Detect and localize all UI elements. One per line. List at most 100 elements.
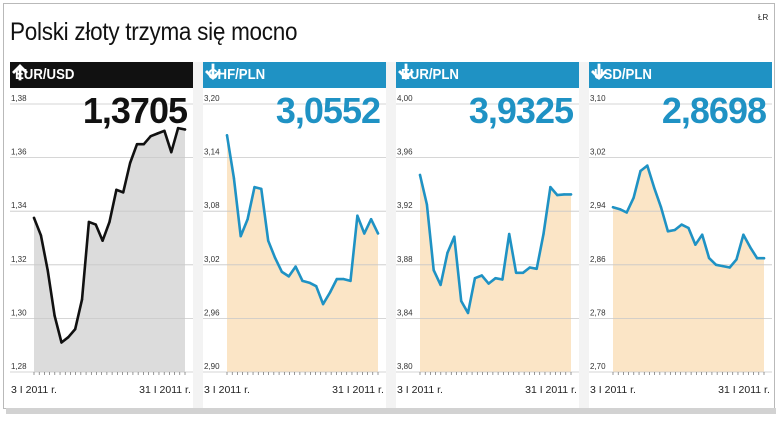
data-point (569, 193, 573, 196)
current-value: 2,8698 (661, 90, 767, 131)
data-point (632, 196, 635, 199)
data-point (32, 216, 36, 220)
y-tick-label: 3,14 (204, 148, 220, 157)
data-point (501, 278, 504, 281)
panel-header: EUR/PLN (396, 62, 579, 88)
series-area (227, 135, 378, 372)
data-point (673, 228, 676, 232)
data-point (666, 230, 670, 233)
y-tick-label: 1,36 (11, 148, 27, 157)
data-point (376, 232, 380, 235)
panel-header: USD/PLN (589, 62, 772, 88)
data-point (308, 281, 311, 284)
y-tick-label: 3,02 (204, 255, 220, 264)
y-tick-label: 2,96 (204, 308, 220, 317)
data-point (142, 143, 145, 146)
chart-panel-chf-pln: 2,90 2,96 3,02 3,08 3,14 3,20 3 I 2011 r. 31 I … (203, 62, 386, 408)
data-point (749, 246, 752, 249)
data-point (67, 336, 70, 339)
data-point (487, 282, 490, 285)
data-point (687, 226, 690, 230)
y-tick-label: 2,70 (590, 362, 606, 371)
data-point (735, 258, 738, 261)
y-tick-label: 2,78 (590, 308, 606, 317)
data-point (53, 314, 56, 317)
data-point (646, 164, 649, 167)
y-tick-label: 3,20 (204, 94, 220, 103)
y-tick-label: 3,80 (397, 362, 413, 371)
data-point (508, 232, 511, 236)
data-point (163, 129, 166, 132)
frame-shadow (6, 408, 776, 414)
data-point (74, 327, 77, 331)
x-tick-label: 31 I 2011 r. (332, 384, 384, 396)
data-point (762, 257, 766, 260)
data-point (460, 299, 463, 303)
y-tick-label: 3,84 (397, 308, 413, 317)
currency-pair-label: EUR/USD (15, 66, 75, 83)
data-point (639, 169, 642, 173)
data-point (618, 208, 622, 211)
y-tick-label: 3,08 (204, 201, 220, 210)
y-tick-label: 2,94 (590, 201, 606, 210)
data-point (514, 271, 518, 274)
y-tick-label: 1,28 (11, 362, 27, 371)
panel-separator (193, 62, 203, 408)
data-point (315, 285, 318, 288)
y-tick-label: 2,90 (204, 362, 220, 371)
data-point (694, 243, 697, 246)
data-point (232, 176, 236, 180)
data-point (287, 275, 290, 278)
chart-svg: 2,70 2,78 2,86 2,94 3,02 3,10 3 I 2011 r. 31 I … (589, 94, 772, 396)
data-point (246, 218, 249, 221)
data-point (87, 220, 91, 224)
data-point (625, 211, 628, 214)
data-point (473, 277, 477, 280)
data-point (183, 128, 187, 131)
data-point (149, 135, 152, 138)
panel-header: EUR/USD (10, 62, 193, 88)
data-point (659, 206, 663, 209)
data-point (273, 256, 277, 259)
y-tick-label: 3,88 (397, 255, 413, 264)
data-point (301, 279, 304, 283)
data-point (170, 151, 173, 154)
y-tick-label: 1,32 (11, 255, 27, 264)
data-point (335, 277, 338, 281)
y-tick-label: 3,92 (397, 201, 413, 210)
data-point (39, 234, 43, 237)
data-point (418, 173, 422, 177)
data-point (122, 191, 125, 194)
data-point (349, 279, 352, 283)
data-point (94, 223, 98, 226)
data-point (260, 187, 263, 191)
data-point (562, 193, 566, 196)
chart-panel-eur-pln: 3,80 3,84 3,88 3,92 3,96 4,00 3 I 2011 r. 31 I … (396, 62, 579, 408)
data-point (176, 126, 180, 130)
y-tick-label: 2,86 (590, 255, 606, 264)
x-tick-label: 31 I 2011 r. (525, 384, 577, 396)
data-point (701, 233, 704, 236)
current-value: 3,0552 (275, 90, 381, 131)
x-tick-label: 31 I 2011 r. (718, 384, 770, 396)
y-tick-label: 3,02 (590, 148, 606, 157)
data-point (156, 132, 159, 135)
data-point (480, 274, 483, 277)
arrow-down-icon (398, 63, 414, 80)
data-point (542, 232, 545, 236)
x-tick-label: 31 I 2011 r. (139, 384, 191, 396)
currency-pair-label: EUR/PLN (401, 66, 459, 83)
y-tick-label: 3,96 (397, 148, 413, 157)
data-point (128, 161, 132, 165)
y-tick-label: 3,10 (590, 94, 606, 103)
series-area (613, 165, 764, 372)
panel-separator (386, 62, 396, 408)
panel-header: CHF/PLN (203, 62, 386, 88)
data-point (466, 311, 470, 315)
data-point (363, 232, 366, 235)
data-point (728, 266, 731, 269)
data-point (707, 256, 711, 260)
data-point (494, 277, 497, 280)
y-tick-label: 1,30 (11, 308, 27, 317)
arrow-up-icon (12, 64, 28, 81)
